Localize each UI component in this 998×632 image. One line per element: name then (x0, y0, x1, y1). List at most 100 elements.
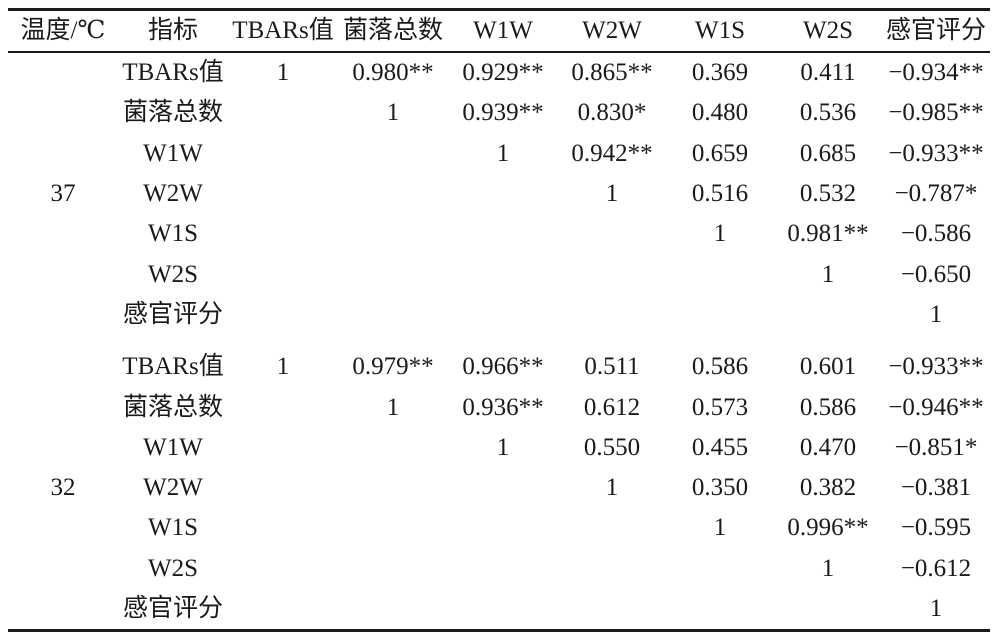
value-cell: 0.685 (799, 139, 857, 167)
value-cell (228, 589, 338, 629)
value-cell: −0.586 (900, 220, 972, 248)
value-cell: 0.980** (352, 59, 434, 87)
value-cell (448, 174, 558, 214)
value-cell (338, 254, 448, 294)
value-cell: −0.933** (888, 139, 984, 167)
value-cell: 0.939** (462, 99, 544, 127)
value-cell (666, 589, 774, 629)
value-cell: 0.516 (691, 180, 749, 208)
value-cell (228, 468, 338, 508)
value-cell: 0.573 (691, 393, 749, 421)
table-row: 菌落总数 1 0.936** 0.612 0.573 0.586 −0.946** (8, 387, 990, 427)
value-cell: 1 (496, 433, 510, 461)
value-cell: 0.369 (691, 59, 749, 87)
value-cell: 0.612 (583, 393, 641, 421)
value-cell (774, 589, 882, 629)
table-row: W1W 1 0.942** 0.659 0.685 −0.933** (8, 134, 990, 174)
indicator-cell: TBARs值 (122, 59, 224, 87)
value-cell (338, 508, 448, 548)
value-cell: −0.650 (900, 260, 972, 288)
value-cell: 0.550 (583, 433, 641, 461)
value-cell (228, 93, 338, 133)
value-cell: 0.470 (799, 433, 857, 461)
value-cell (448, 468, 558, 508)
value-cell: −0.595 (900, 514, 972, 542)
value-cell (228, 549, 338, 589)
value-cell (338, 468, 448, 508)
table-row: W2W 1 0.516 0.532 −0.787* (8, 174, 990, 214)
value-cell (338, 174, 448, 214)
value-cell: 0.536 (799, 99, 857, 127)
value-cell (448, 549, 558, 589)
value-cell: −0.934** (888, 59, 984, 87)
value-cell: 0.981** (787, 220, 869, 248)
table-row: W1S 1 0.981** −0.586 (8, 214, 990, 254)
indicator-cell: W2S (148, 260, 198, 288)
value-cell: 0.480 (691, 99, 749, 127)
value-cell (666, 254, 774, 294)
header-total-colony: 菌落总数 (342, 17, 443, 44)
table-row: 感官评分 1 (8, 589, 990, 629)
value-cell (228, 134, 338, 174)
value-cell: −0.851* (894, 433, 978, 461)
value-cell: −0.787* (894, 180, 978, 208)
value-cell (338, 428, 448, 468)
value-cell (666, 295, 774, 335)
table-row: W2S 1 −0.650 (8, 254, 990, 294)
value-cell (448, 589, 558, 629)
correlation-table-container: 温度/℃ 指标 TBARs值 菌落总数 W1W W2W W1S W2S 感官评分 (8, 8, 990, 632)
value-cell: −0.612 (900, 554, 972, 582)
header-rule (8, 51, 990, 53)
indicator-cell: 感官评分 (122, 595, 223, 622)
value-cell: 0.929** (462, 59, 544, 87)
bottom-rule (8, 629, 990, 632)
value-cell (448, 295, 558, 335)
indicator-cell: W1W (143, 433, 203, 461)
value-cell (228, 387, 338, 427)
value-cell: −0.933** (888, 353, 984, 381)
value-cell (228, 428, 338, 468)
table-row: 菌落总数 1 0.939** 0.830* 0.480 0.536 −0.985** (8, 93, 990, 133)
header-row: 温度/℃ 指标 TBARs值 菌落总数 W1W W2W W1S W2S 感官评分 (8, 11, 990, 51)
value-cell: 1 (276, 353, 290, 381)
value-cell: 1 (821, 260, 835, 288)
value-cell (558, 295, 666, 335)
value-cell (774, 295, 882, 335)
value-cell: 1 (713, 220, 727, 248)
value-cell (448, 214, 558, 254)
temperature-cell: 37 (50, 180, 76, 208)
indicator-cell: W1S (148, 514, 198, 542)
value-cell (558, 254, 666, 294)
value-cell: 0.942** (571, 139, 653, 167)
correlation-table: 温度/℃ 指标 TBARs值 菌落总数 W1W W2W W1S W2S 感官评分 (8, 11, 990, 51)
indicator-cell: 菌落总数 (122, 99, 223, 127)
top-rule (8, 8, 990, 11)
table-row: W1W 1 0.550 0.455 0.470 −0.851* (8, 428, 990, 468)
value-cell (448, 508, 558, 548)
value-cell: 0.532 (799, 180, 857, 208)
header-w2w: W2W (582, 17, 642, 44)
indicator-cell: W1W (143, 139, 203, 167)
value-cell (228, 214, 338, 254)
value-cell (338, 134, 448, 174)
table-row: 32 TBARs值 1 0.979** 0.966** 0.511 0.586 0.601 −0… (8, 347, 990, 501)
indicator-cell: 感官评分 (122, 300, 223, 328)
value-cell (228, 254, 338, 294)
indicator-cell: W1S (148, 220, 198, 248)
value-cell: 1 (386, 99, 400, 127)
table-body: 37 TBARs值 1 0.980** 0.929** 0.865** 0.369 0.411… (8, 53, 990, 629)
table-row: 37 TBARs值 1 0.980** 0.929** 0.865** 0.369 0.411… (8, 53, 990, 207)
value-cell: 1 (605, 180, 619, 208)
header-indicator: 指标 (147, 17, 198, 44)
value-cell (558, 214, 666, 254)
indicator-cell: TBARs值 (122, 353, 224, 381)
value-cell: 0.411 (800, 59, 856, 87)
table-row: 感官评分 1 (8, 295, 990, 335)
value-cell: 0.350 (691, 474, 749, 502)
value-cell: 0.966** (462, 353, 544, 381)
header-w1w: W1W (473, 17, 533, 44)
header-sensory-score: 感官评分 (885, 17, 986, 44)
table-row: W1S 1 0.996** −0.595 (8, 508, 990, 548)
temperature-cell: 32 (50, 474, 76, 502)
value-cell: 1 (929, 595, 943, 622)
